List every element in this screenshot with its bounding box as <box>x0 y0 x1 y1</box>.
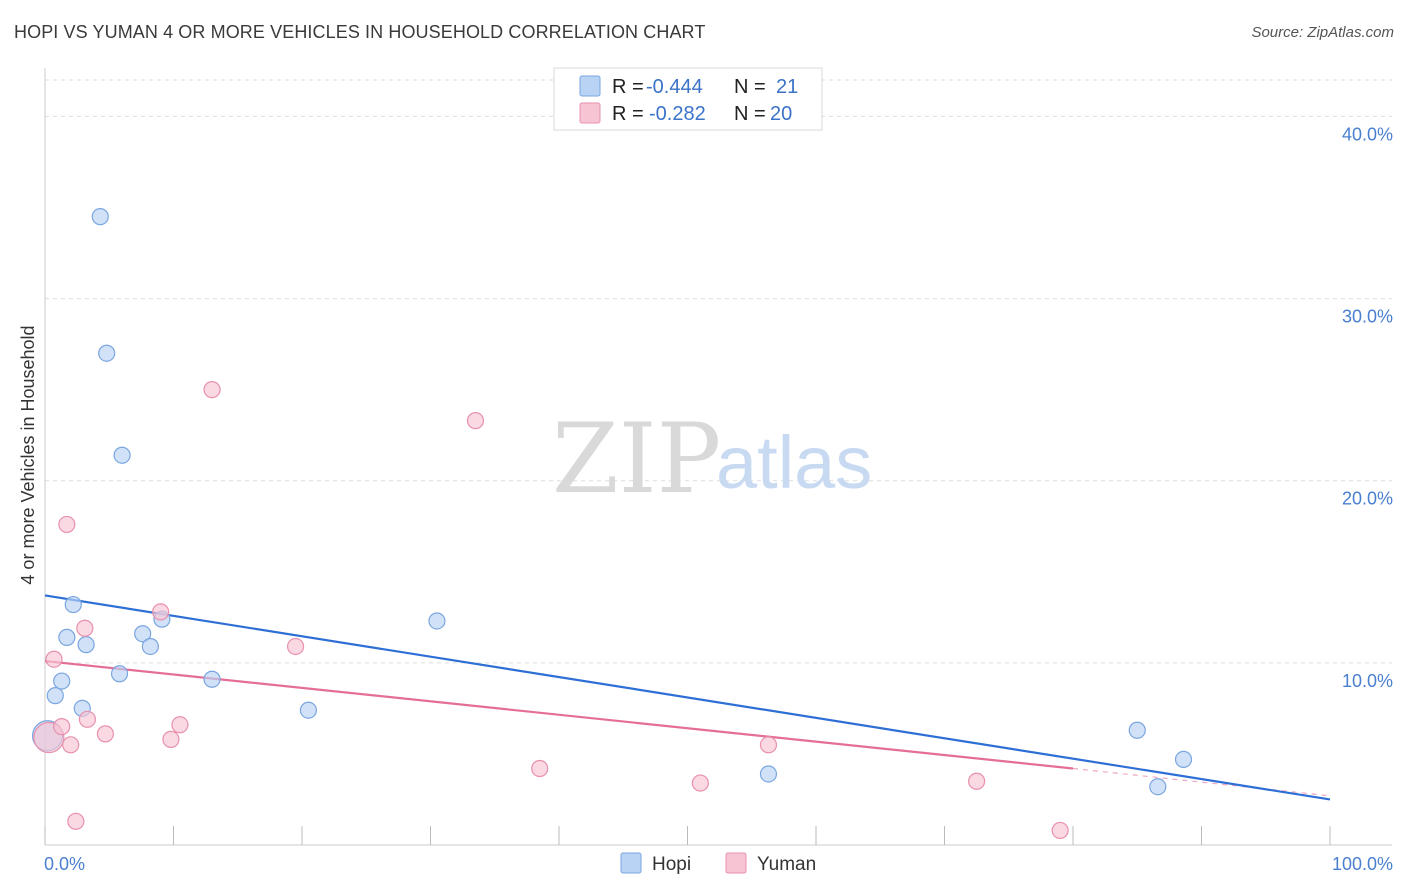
hopi-point <box>53 672 71 690</box>
y-tick-label: 40.0% <box>1342 124 1393 144</box>
hopi-point <box>110 665 129 683</box>
hopi-point <box>1128 721 1146 739</box>
yuman-point <box>968 772 986 790</box>
yuman-point <box>203 381 221 399</box>
yuman-point <box>171 716 189 734</box>
x-tick-label: 100.0% <box>1332 854 1393 874</box>
bottom-legend-swatch-yuman <box>725 852 747 874</box>
hopi-point <box>64 595 82 614</box>
yuman-point <box>96 725 114 743</box>
source-label: Source: ZipAtlas.com <box>1251 24 1394 41</box>
yuman-point <box>466 412 485 430</box>
legend-swatch-yuman <box>579 102 601 124</box>
hopi-point <box>91 208 109 226</box>
legend: R = -0.444 N = 21 R = -0.282 N = 20 <box>553 67 823 131</box>
bottom-legend: Hopi Yuman <box>620 852 816 875</box>
legend-r-value-hopi: -0.444 <box>646 76 703 98</box>
yuman-point <box>53 718 71 736</box>
x-tick-label: 0.0% <box>44 854 85 874</box>
axes-layer: 10.0% 20.0% 30.0% 40.0% 0.0% 100.0% <box>44 68 1393 874</box>
watermark-atlas: atlas <box>716 421 872 504</box>
chart-title: HOPI VS YUMAN 4 OR MORE VEHICLES IN HOUS… <box>14 22 706 42</box>
yuman-point <box>45 650 63 668</box>
yuman-point <box>162 730 180 748</box>
yuman-point <box>76 619 94 637</box>
legend-n-label-yuman: N = <box>734 103 766 125</box>
points-layer <box>31 208 1193 840</box>
yuman-trend-line-extension <box>1072 767 1331 797</box>
legend-n-value-hopi: 21 <box>776 76 798 98</box>
watermark: ZIP atlas <box>552 403 872 515</box>
yuman-point <box>286 637 305 656</box>
yuman-point <box>152 603 170 621</box>
y-tick-label: 30.0% <box>1342 307 1393 327</box>
legend-r-label-hopi: R = <box>612 76 644 98</box>
yuman-point <box>759 736 778 754</box>
y-axis-title: 4 or more Vehicles in Household <box>18 325 38 584</box>
legend-n-label-hopi: N = <box>734 76 766 98</box>
hopi-point <box>1174 750 1193 768</box>
watermark-zip: ZIP <box>552 403 721 515</box>
hopi-point <box>98 344 116 362</box>
yuman-point <box>78 710 97 728</box>
bottom-legend-label-yuman: Yuman <box>757 854 816 875</box>
hopi-point <box>77 636 95 654</box>
hopi-point <box>1149 778 1167 796</box>
hopi-point <box>428 612 446 630</box>
legend-n-value-yuman: 20 <box>770 103 792 125</box>
trend-layer <box>44 594 1331 801</box>
grid-layer <box>45 79 1392 664</box>
y-tick-label: 10.0% <box>1342 671 1393 691</box>
hopi-point <box>113 446 131 464</box>
bottom-legend-label-hopi: Hopi <box>652 854 691 875</box>
yuman-point <box>1051 821 1069 840</box>
hopi-point <box>58 628 76 646</box>
hopi-trend-line <box>44 594 1331 801</box>
yuman-point <box>62 736 80 754</box>
legend-r-value-yuman: -0.282 <box>649 103 706 125</box>
yuman-point <box>691 774 709 792</box>
legend-r-label-yuman: R = <box>612 103 644 125</box>
hopi-point <box>203 670 221 688</box>
hopi-point <box>759 765 778 783</box>
hopi-point <box>134 625 152 643</box>
legend-swatch-hopi <box>579 75 601 97</box>
hopi-point <box>141 637 159 656</box>
hopi-point <box>46 687 64 705</box>
y-tick-label: 20.0% <box>1342 489 1393 509</box>
hopi-point <box>299 701 318 719</box>
bottom-legend-swatch-hopi <box>620 852 642 874</box>
yuman-point <box>58 515 76 534</box>
yuman-point <box>67 812 85 830</box>
yuman-point <box>531 759 549 778</box>
